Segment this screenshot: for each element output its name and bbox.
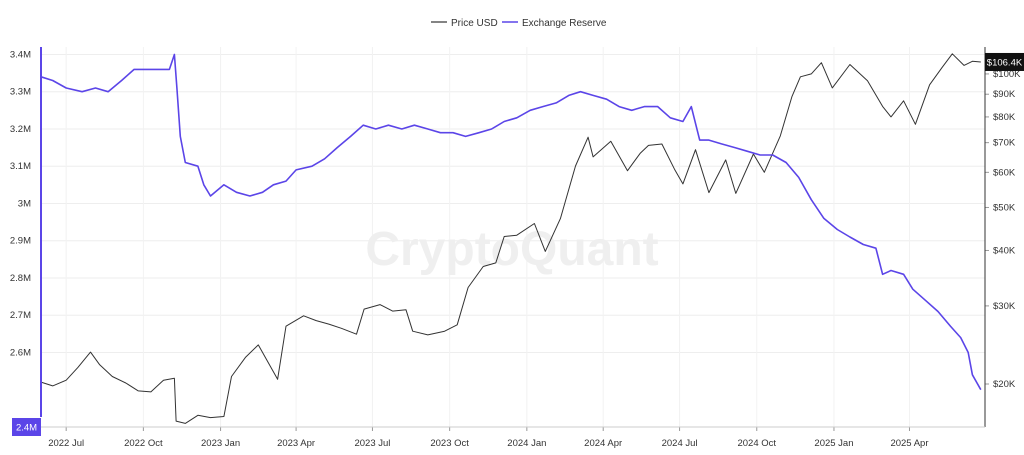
- y-left-current-label: 2.4M: [16, 423, 37, 434]
- y-right-tick-label: $20K: [993, 379, 1016, 390]
- legend-label-exchange-reserve: Exchange Reserve: [522, 18, 607, 29]
- y-right-tick-label: $80K: [993, 112, 1016, 123]
- watermark: CryptoQuant: [365, 223, 658, 276]
- y-right-tick-label: $60K: [993, 167, 1016, 178]
- legend-item-price[interactable]: Price USD: [431, 18, 498, 29]
- y-right-tick-label: $70K: [993, 138, 1016, 149]
- axes: 2.6M 2.7M 2.8M 2.9M 3M 3.1M 3.2M 3.3M 3.4M 2022 J…: [10, 47, 1024, 449]
- y-left-tick-label: 3.3M: [10, 87, 31, 98]
- y-right-tick-label: $40K: [993, 245, 1016, 256]
- x-tick-label: 2024 Jul: [662, 438, 698, 449]
- x-tick-label: 2022 Jul: [48, 438, 84, 449]
- x-tick-label: 2024 Jan: [507, 438, 546, 449]
- legend-item-exchange-reserve[interactable]: Exchange Reserve: [502, 18, 607, 29]
- y-left-tick-label: 3.1M: [10, 161, 31, 172]
- x-tick-label: 2023 Oct: [430, 438, 469, 449]
- x-tick-label: 2024 Oct: [737, 438, 776, 449]
- y-right-tick-label: $50K: [993, 202, 1016, 213]
- series-line-exchange-reserve: [40, 53, 982, 391]
- x-tick-label: 2023 Apr: [277, 438, 315, 449]
- y-left-tick-label: 2.8M: [10, 273, 31, 284]
- x-tick-label: 2023 Jul: [354, 438, 390, 449]
- x-tick-label: 2022 Oct: [124, 438, 163, 449]
- series: [40, 53, 982, 424]
- x-tick-label: 2023 Jan: [201, 438, 240, 449]
- y-right-tick-label: $90K: [993, 89, 1016, 100]
- y-left-tick-label: 3M: [18, 198, 31, 209]
- y-left-tick-label: 2.9M: [10, 236, 31, 247]
- grid: [41, 47, 985, 428]
- x-tick-label: 2025 Jan: [814, 438, 853, 449]
- y-left-tick-label: 3.2M: [10, 124, 31, 135]
- legend: Price USD Exchange Reserve: [431, 18, 607, 29]
- x-tick-label: 2025 Apr: [890, 438, 928, 449]
- series-line-price-usd: [40, 53, 981, 424]
- y-left-current-badge: [12, 418, 41, 436]
- y-left-tick-label: 2.6M: [10, 347, 31, 358]
- y-right-current-label: $106.4K: [987, 57, 1023, 68]
- y-right-tick-label: $100K: [993, 69, 1021, 80]
- x-tick-label: 2024 Apr: [584, 438, 622, 449]
- y-left-tick-label: 2.7M: [10, 310, 31, 321]
- y-right-tick-label: $30K: [993, 301, 1016, 312]
- y-left-tick-label: 3.4M: [10, 49, 31, 60]
- legend-label-price: Price USD: [451, 18, 498, 29]
- y-right-current-badge: [985, 52, 1024, 71]
